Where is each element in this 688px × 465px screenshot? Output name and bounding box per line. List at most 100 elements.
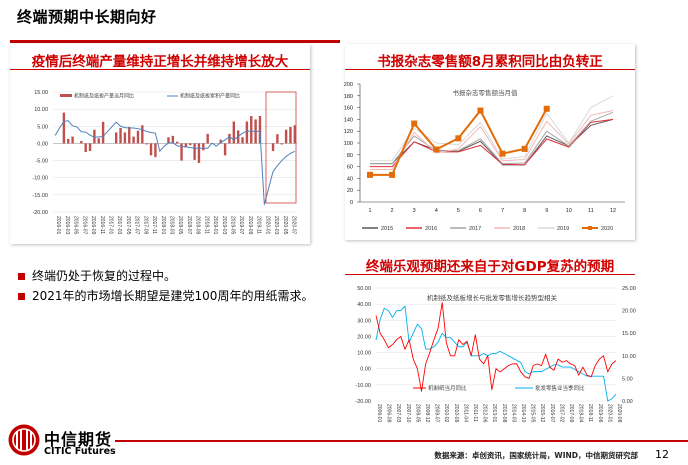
x-tick-label: 2016-07 bbox=[81, 216, 87, 235]
y-tick-label: 15.00 bbox=[34, 90, 48, 96]
highlight-box bbox=[265, 91, 297, 204]
data-source: 数据来源：卓创资讯，国家统计局，WIND，中信期货研究部 bbox=[434, 451, 638, 460]
x-tick-label: 2007-10 bbox=[405, 404, 411, 423]
x-tick-label: 2013-01 bbox=[491, 404, 497, 423]
bar bbox=[184, 143, 188, 148]
bar bbox=[271, 143, 275, 151]
series-line-2016 bbox=[370, 118, 614, 168]
data-marker bbox=[389, 171, 396, 178]
bullet-item: 终端仍处于恢复的过程中。 bbox=[18, 266, 313, 286]
x-tick-label: 2017-02 bbox=[558, 404, 564, 423]
x-tick-label: 2018-03 bbox=[168, 216, 174, 235]
legend-label: 机制纸及纸板产量当月同比 bbox=[74, 93, 134, 100]
y-tick-label: 200 bbox=[344, 82, 353, 88]
bar bbox=[80, 141, 83, 144]
x-tick-label: 2018-01 bbox=[160, 216, 166, 235]
bar bbox=[284, 129, 288, 144]
y-tick-label: 140 bbox=[344, 117, 353, 123]
gdp-chart-panel: 终端乐观预期还来自于对GDP复苏的预期 bbox=[345, 253, 635, 437]
bar bbox=[84, 143, 87, 152]
bar bbox=[250, 116, 253, 144]
bar bbox=[154, 143, 157, 158]
x-tick-label: 2 bbox=[391, 208, 394, 214]
bar bbox=[280, 143, 283, 145]
x-tick-label: 2019-07 bbox=[238, 216, 244, 235]
y-tick-label: -5.00 bbox=[35, 159, 48, 165]
x-tick-label: 9 bbox=[545, 208, 548, 214]
x-tick-label: 2020-08 bbox=[616, 404, 622, 423]
bar bbox=[232, 121, 236, 144]
y-tick-label: 180 bbox=[344, 94, 353, 100]
data-marker bbox=[499, 150, 506, 157]
x-tick-label: 3 bbox=[413, 208, 416, 214]
data-marker bbox=[367, 171, 373, 178]
bar bbox=[223, 143, 227, 156]
y-tick-label: 20 bbox=[347, 188, 353, 194]
panel-title-rule bbox=[345, 274, 635, 275]
y-tick-label: -10.00 bbox=[355, 383, 371, 389]
y-tick-label: 40 bbox=[347, 176, 353, 182]
bullet-list: 终端仍处于恢复的过程中。 2021年的市场增长期望是建党100周年的用纸需求。 bbox=[18, 266, 313, 306]
bar bbox=[171, 135, 175, 144]
data-marker bbox=[433, 146, 440, 153]
retail-line bbox=[375, 305, 617, 402]
bar bbox=[202, 143, 205, 151]
panel-title-rule bbox=[345, 69, 635, 70]
bar bbox=[276, 134, 279, 144]
bar bbox=[189, 143, 192, 146]
y-tick-label: -10.00 bbox=[32, 176, 48, 182]
bar bbox=[219, 139, 222, 144]
bar bbox=[62, 112, 66, 144]
x-tick-label: 1 bbox=[368, 208, 371, 214]
x-tick-label: 2018-09 bbox=[195, 216, 201, 235]
panel-title: 终端乐观预期还来自于对GDP复苏的预期 bbox=[365, 259, 615, 275]
x-tick-label: 2018-05 bbox=[177, 216, 183, 235]
y-tick-label: 20.00 bbox=[357, 334, 371, 340]
x-tick-label: 2006-08 bbox=[386, 404, 392, 423]
legend-marker bbox=[588, 226, 592, 230]
x-tick-label: 2020-05 bbox=[282, 216, 288, 235]
panel-title: 疫情后终端产量维持正增长并维持增长放大 bbox=[31, 54, 289, 70]
bar bbox=[101, 121, 105, 144]
x-tick-label: 10 bbox=[566, 208, 572, 214]
y-tick-label: -20.00 bbox=[32, 210, 48, 216]
legend-label: 批发零售业当季同比 bbox=[535, 384, 585, 392]
y-tick-label: 40.00 bbox=[357, 302, 371, 308]
bar bbox=[136, 130, 140, 144]
x-tick-label: 2017-01 bbox=[107, 216, 113, 235]
y-tick-label: 60 bbox=[347, 165, 353, 171]
x-tick-label: 2018-11 bbox=[203, 216, 209, 234]
bullet-square-icon bbox=[18, 272, 25, 280]
y-tick-label: 10.00 bbox=[357, 351, 371, 357]
x-tick-label: 2013-08 bbox=[501, 404, 507, 423]
y2-tick-label: 5.00 bbox=[622, 376, 633, 382]
x-tick-label: 2018-04 bbox=[578, 404, 584, 423]
x-tick-label: 2016-07 bbox=[549, 404, 555, 423]
x-tick-label: 2008-05 bbox=[414, 404, 420, 423]
bullet-text: 2021年的市场增长期望是建党100周年的用纸需求。 bbox=[32, 289, 314, 303]
data-marker bbox=[477, 107, 484, 114]
x-tick-label: 2020-03 bbox=[273, 216, 279, 235]
y-tick-label: 5.00 bbox=[37, 124, 48, 130]
legend-label: 2018 bbox=[513, 226, 525, 232]
x-tick-label: 2011-11 bbox=[472, 404, 478, 422]
y-tick-label: -20.00 bbox=[355, 399, 371, 405]
bar bbox=[141, 125, 144, 144]
x-tick-label: 8 bbox=[523, 208, 526, 214]
y2-tick-label: 20.00 bbox=[622, 309, 636, 315]
x-tick-label: 2017-11 bbox=[151, 216, 157, 234]
bar bbox=[145, 143, 148, 145]
y-tick-label: 0.00 bbox=[37, 141, 48, 147]
x-tick-label: 2019-11 bbox=[256, 216, 262, 234]
logo-text-cn: 中信期货 bbox=[44, 430, 113, 449]
x-tick-label: 2019-05 bbox=[229, 216, 235, 235]
y-tick-label: 0.00 bbox=[360, 367, 371, 373]
x-tick-label: 2020-01 bbox=[606, 404, 612, 423]
bullet-text: 终端仍处于恢复的过程中。 bbox=[32, 269, 177, 283]
x-tick-label: 2011-04 bbox=[462, 404, 468, 422]
x-tick-label: 2012-06 bbox=[482, 404, 488, 423]
bar bbox=[132, 136, 135, 144]
data-marker bbox=[521, 145, 528, 152]
citic-logo-icon bbox=[8, 424, 40, 456]
